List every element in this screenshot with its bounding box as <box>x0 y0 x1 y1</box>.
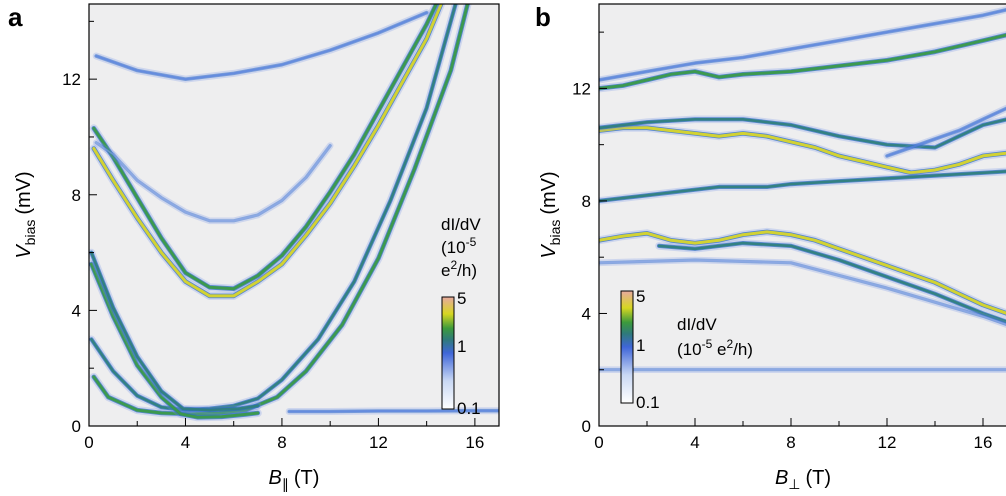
panel-a-feature-line <box>92 4 438 291</box>
panel-a-x-tick-label: 16 <box>465 433 484 452</box>
panel-b-feature-line <box>599 230 1006 315</box>
panel-b-y-tick-label: 4 <box>582 304 591 323</box>
panel-b-frame <box>598 3 1006 427</box>
panel-a-heatmap <box>89 4 499 422</box>
panel-b-colorbar-title-1: dI/dV <box>677 315 717 334</box>
panel-b-feature-line <box>886 107 1006 157</box>
panel-a-feature-line <box>288 409 499 413</box>
panel-b-feature-line <box>599 126 1006 175</box>
panel-a-x-tick-label: 4 <box>181 433 190 452</box>
panel-a-y-tick-label: 4 <box>72 301 81 320</box>
panel-b-feature-line <box>599 170 1006 203</box>
panel-a-y-tick-label: 12 <box>62 70 81 89</box>
panel-b-colorbar: 5 1 0.1 dI/dV (10-5 e2/h) <box>620 287 753 412</box>
panel-a-frame <box>88 3 500 427</box>
panel-a-label: a <box>8 2 23 32</box>
panel-a-ylabel: Vbias(mV) <box>13 171 38 258</box>
panel-b-feature-line <box>599 259 1006 326</box>
panel-b-colorbar-title-2: (10-5 e2/h) <box>677 337 753 359</box>
panel-b-x-tick-label: 0 <box>594 433 603 452</box>
panel-b-axes: 0 4 8 12 16 0 4 8 12 <box>572 31 993 452</box>
panel-a-x-tick-label: 8 <box>277 433 286 452</box>
panel-a-axes: 0 4 8 12 16 0 4 8 12 <box>62 20 484 452</box>
panel-a-y-tick-label: 0 <box>72 417 81 436</box>
panel-b-feature-line <box>599 8 1006 81</box>
panel-a-feature-line <box>92 4 443 298</box>
panel-a-colorbar-title-1: dI/dV <box>441 215 481 234</box>
panel-a-feature-line <box>90 251 260 412</box>
panel-a-feature-line <box>89 262 260 419</box>
panel-b-x-tick-label: 4 <box>690 433 699 452</box>
panel-b-ylabel: Vbias(mV) <box>538 171 563 258</box>
panel-b-feature-line <box>599 33 1006 90</box>
panel-b-x-tick-label: 12 <box>878 433 897 452</box>
panel-b-x-tick-label: 16 <box>974 433 993 452</box>
panel-b-y-tick-label: 8 <box>582 192 591 211</box>
panel-a-feature-line <box>95 11 428 81</box>
panel-a-colorbar-tick-1: 1 <box>457 337 466 356</box>
panel-b-xlabel: B⊥ (T) <box>775 467 831 492</box>
panel-b-colorbar-tick-0.1: 0.1 <box>636 393 660 412</box>
panel-b-label: b <box>535 2 551 32</box>
panel-a-x-tick-label: 12 <box>369 433 388 452</box>
panel-a-xlabel: B∥ (T) <box>269 467 320 492</box>
panel-a-feature-line <box>90 4 457 412</box>
panel-b-y-tick-label: 12 <box>572 79 591 98</box>
panel-b-colorbar-tick-1: 1 <box>636 336 645 355</box>
panel-b-heatmap <box>599 6 1006 373</box>
panel-b-colorbar-tick-5: 5 <box>636 287 645 306</box>
panel-b-feature-line <box>657 241 1006 323</box>
panel-a-y-tick-label: 8 <box>72 186 81 205</box>
panel-b-y-tick-label: 0 <box>582 417 591 436</box>
panel-a: 0 4 8 12 16 0 4 8 12 a B∥ (T) Vbias(mV) dI/dV (10… <box>8 2 500 492</box>
panel-b-feature-line <box>599 118 1006 149</box>
panel-a-colorbar: dI/dV (10-5 e2/h) 5 1 0.1 <box>441 215 481 418</box>
panel-a-colorbar-tick-5: 5 <box>457 289 466 308</box>
panel-a-colorbar-tick-0.1: 0.1 <box>457 399 481 418</box>
panel-b-x-tick-label: 8 <box>786 433 795 452</box>
panel-a-colorbar-title-2: (10-5 <box>441 235 477 257</box>
panel-a-feature-line <box>92 4 470 416</box>
panel-a-x-tick-label: 0 <box>84 433 93 452</box>
panel-b: 0 4 8 12 16 0 4 8 12 b B⊥ (T) Vbias(mV) 5 1 0.1 d… <box>535 2 1006 492</box>
panel-a-colorbar-bar <box>441 296 455 410</box>
panel-a-feature-line <box>95 141 331 222</box>
panel-b-colorbar-bar <box>620 290 634 404</box>
panel-a-colorbar-title-3: e2/h) <box>441 258 477 280</box>
